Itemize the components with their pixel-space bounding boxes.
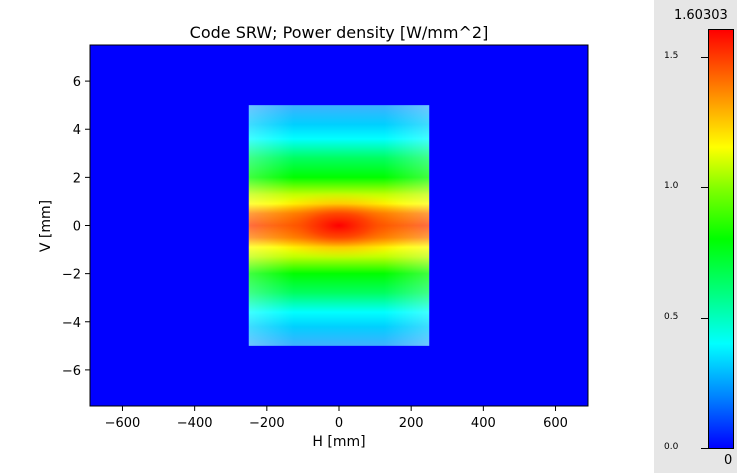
heatmap-region bbox=[248, 105, 430, 346]
x-tick-label: −200 bbox=[249, 416, 285, 431]
x-axis: −600 −400 −200 0 200 400 600 bbox=[105, 406, 568, 431]
y-tick-label: −4 bbox=[62, 316, 81, 331]
x-tick-label: 600 bbox=[543, 416, 568, 431]
colorbar-max-label: 1.60303 bbox=[674, 8, 728, 23]
colorbar-tick-mark bbox=[701, 448, 708, 449]
colorbar-min-label: 0 bbox=[724, 453, 733, 468]
y-axis-label: V [mm] bbox=[38, 200, 54, 252]
y-tick-label: 4 bbox=[73, 123, 81, 138]
colorbar-tick-label: 1.5 bbox=[664, 50, 679, 61]
x-tick-label: −600 bbox=[105, 416, 141, 431]
y-tick-label: 6 bbox=[73, 75, 81, 90]
colorbar-panel: 1.60303 1.5 1.0 0.5 0.0 0 bbox=[654, 0, 737, 473]
x-tick-label: 0 bbox=[335, 416, 343, 431]
colorbar bbox=[708, 29, 734, 449]
colorbar-tick-label: 0.0 bbox=[664, 442, 679, 452]
x-tick-label: −400 bbox=[177, 416, 213, 431]
colorbar-tick-mark bbox=[701, 56, 708, 58]
y-tick-label: 2 bbox=[73, 171, 81, 186]
colorbar-tick-label: 1.0 bbox=[664, 181, 679, 192]
colorbar-tick-mark bbox=[701, 187, 708, 189]
y-axis: 6 4 2 0 −2 −4 −6 bbox=[62, 75, 90, 379]
colorbar-tick-mark bbox=[701, 317, 708, 319]
heatmap-hotspot bbox=[254, 191, 424, 260]
x-tick-label: 400 bbox=[471, 416, 496, 431]
x-tick-label: 200 bbox=[399, 416, 424, 431]
chart-title: Code SRW; Power density [W/mm^2] bbox=[190, 23, 489, 42]
y-tick-label: −2 bbox=[62, 268, 81, 283]
colorbar-tick-label: 0.5 bbox=[664, 311, 679, 322]
y-tick-label: −6 bbox=[62, 364, 81, 379]
plot-area: Code SRW; Power density [W/mm^2] −600 −40… bbox=[38, 23, 589, 450]
y-tick-label: 0 bbox=[73, 220, 81, 235]
x-axis-label: H [mm] bbox=[312, 434, 365, 450]
